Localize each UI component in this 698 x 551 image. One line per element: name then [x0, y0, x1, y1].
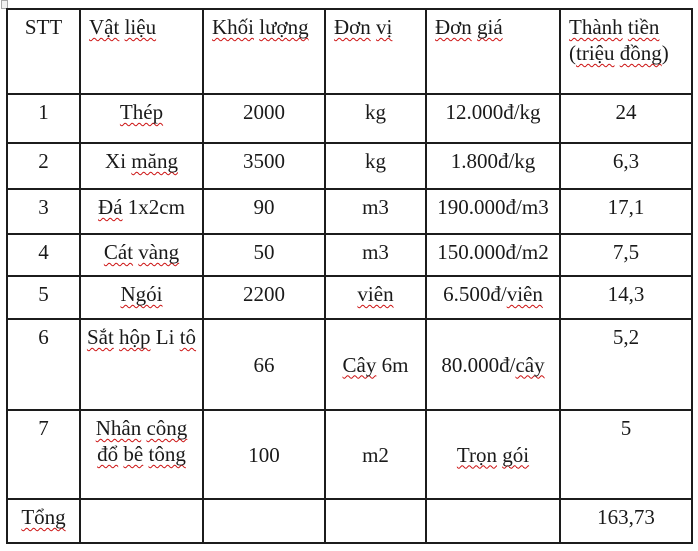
cell-don-gia: Trọn gói: [425, 409, 561, 500]
cell-thanh-tien: 24: [559, 93, 693, 144]
cell-thanh-tien: 14,3: [559, 275, 693, 320]
cell-don-vi: m3: [324, 188, 427, 235]
cell-don-vi: kg: [324, 93, 427, 144]
cell-vat-lieu: Xi măng: [79, 142, 204, 190]
cell-don-gia: 150.000đ/m2: [425, 233, 561, 277]
cell-empty: [202, 498, 326, 544]
table-row: 1 Thép 2000 kg 12.000đ/kg 24: [6, 93, 693, 144]
header-cell-khoi-luong: Khối lượng: [202, 8, 326, 95]
table-row: 4 Cát vàng 50 m3 150.000đ/m2 7,5: [6, 233, 693, 277]
cell-don-gia: 12.000đ/kg: [425, 93, 561, 144]
cell-vat-lieu: Ngói: [79, 275, 204, 320]
cell-vat-lieu: Thép: [79, 93, 204, 144]
cell-khoi-luong: 66: [202, 318, 326, 411]
cell-total-label: Tổng: [6, 498, 81, 544]
cell-empty: [425, 498, 561, 544]
cell-thanh-tien: 5: [559, 409, 693, 500]
cell-stt: 5: [6, 275, 81, 320]
cell-total-value: 163,73: [559, 498, 693, 544]
table-move-handle-icon[interactable]: [1, 0, 8, 9]
cell-stt: 1: [6, 93, 81, 144]
cell-don-gia: 190.000đ/m3: [425, 188, 561, 235]
cell-stt: 3: [6, 188, 81, 235]
cell-khoi-luong: 100: [202, 409, 326, 500]
cell-stt: 4: [6, 233, 81, 277]
cell-khoi-luong: 2200: [202, 275, 326, 320]
cell-don-vi: kg: [324, 142, 427, 190]
header-cell-stt: STT: [6, 8, 81, 95]
table-row: 3 Đá 1x2cm 90 m3 190.000đ/m3 17,1: [6, 188, 693, 235]
cell-stt: 6: [6, 318, 81, 411]
cell-thanh-tien: 17,1: [559, 188, 693, 235]
cell-thanh-tien: 5,2: [559, 318, 693, 411]
cell-don-gia: 80.000đ/cây: [425, 318, 561, 411]
cell-khoi-luong: 2000: [202, 93, 326, 144]
header-cell-don-gia: Đơn giá: [425, 8, 561, 95]
table-header-row: STT Vật liệu Khối lượng Đơn vị Đơn giá T…: [6, 8, 693, 95]
cell-khoi-luong: 3500: [202, 142, 326, 190]
cell-stt: 2: [6, 142, 81, 190]
header-cell-thanh-tien: Thành tiền (triệu đồng): [559, 8, 693, 95]
cell-thanh-tien: 6,3: [559, 142, 693, 190]
cell-don-gia: 1.800đ/kg: [425, 142, 561, 190]
cell-vat-lieu: Nhân công đổ bê tông: [79, 409, 204, 500]
cell-stt: 7: [6, 409, 81, 500]
cell-khoi-luong: 50: [202, 233, 326, 277]
cell-vat-lieu: Sắt hộp Li tô: [79, 318, 204, 411]
cell-thanh-tien: 7,5: [559, 233, 693, 277]
cell-vat-lieu: Đá 1x2cm: [79, 188, 204, 235]
cell-khoi-luong: 90: [202, 188, 326, 235]
cell-don-vi: Cây 6m: [324, 318, 427, 411]
header-cell-vat-lieu: Vật liệu: [79, 8, 204, 95]
cell-don-gia: 6.500đ/viên: [425, 275, 561, 320]
cell-empty: [79, 498, 204, 544]
cell-empty: [324, 498, 427, 544]
table-total-row: Tổng 163,73: [6, 498, 693, 544]
table-row: 6 Sắt hộp Li tô 66 Cây 6m 80.000đ/cây 5,…: [6, 318, 693, 411]
cost-table: STT Vật liệu Khối lượng Đơn vị Đơn giá T…: [6, 8, 693, 544]
header-cell-don-vi: Đơn vị: [324, 8, 427, 95]
cell-vat-lieu: Cát vàng: [79, 233, 204, 277]
table-row: 7 Nhân công đổ bê tông 100 m2 Trọn gói 5: [6, 409, 693, 500]
cell-don-vi: viên: [324, 275, 427, 320]
cell-don-vi: m3: [324, 233, 427, 277]
table-row: 2 Xi măng 3500 kg 1.800đ/kg 6,3: [6, 142, 693, 190]
table-row: 5 Ngói 2200 viên 6.500đ/viên 14,3: [6, 275, 693, 320]
cell-don-vi: m2: [324, 409, 427, 500]
